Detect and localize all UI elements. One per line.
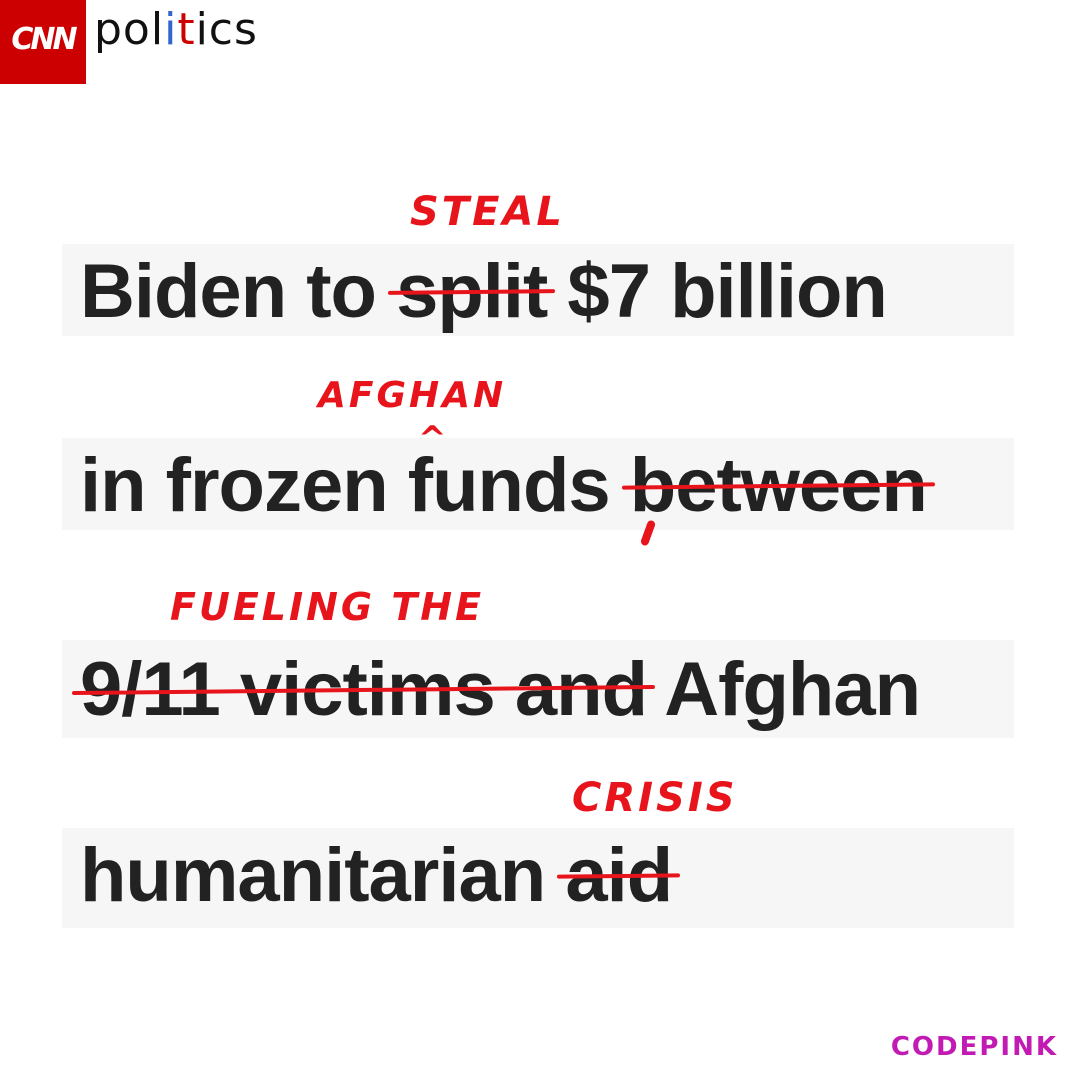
headline-line-2: in frozen funds between [80, 443, 928, 528]
annotation-crisis: CRISIS [572, 775, 738, 821]
section-part: ics [195, 4, 258, 55]
cnn-logo: CNN [0, 0, 86, 84]
struck-word-between: between [629, 443, 928, 528]
annotation-steal: STEAL [410, 189, 565, 235]
struck-word-split: split [396, 249, 548, 334]
headline-text: funds [407, 443, 611, 528]
headline-text: Biden to [80, 249, 397, 334]
headline-line-3: 9/11 victims and Afghan [80, 647, 921, 732]
struck-phrase-victims: 9/11 victims and [80, 647, 648, 732]
section-part: pol [94, 4, 165, 55]
codepink-pink: PINK [979, 1032, 1058, 1062]
struck-word-aid: aid [565, 833, 673, 918]
headline-strip [62, 828, 1014, 928]
section-title: politics [94, 4, 258, 55]
annotation-fueling: FUELING THE [170, 585, 485, 629]
headline-text: humanitarian [80, 833, 566, 918]
cnn-logo-text: CNN [11, 22, 77, 57]
headline-line-1: Biden to split $7 billion [80, 249, 888, 334]
section-part: i [164, 4, 178, 55]
headline-line-4: humanitarian aid [80, 833, 673, 918]
headline-text: Afghan [647, 647, 921, 732]
headline-text: in frozen [80, 443, 408, 528]
section-part: t [177, 4, 196, 55]
insertion-caret: ^ [418, 419, 447, 459]
codepink-logo: CODEPINK [891, 1032, 1058, 1062]
codepink-code: CODE [890, 1032, 980, 1062]
headline-text: $7 billion [547, 249, 887, 334]
annotation-afghan: AFGHAN [318, 375, 507, 416]
